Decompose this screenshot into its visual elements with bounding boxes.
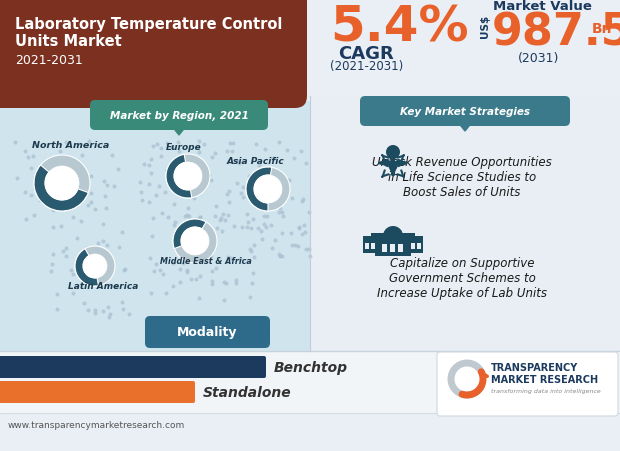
Bar bbox=[390, 244, 395, 253]
Bar bbox=[398, 244, 403, 253]
Text: Units Market: Units Market bbox=[15, 34, 122, 49]
Text: Modality: Modality bbox=[177, 326, 237, 339]
Bar bbox=[365, 244, 369, 249]
Bar bbox=[371, 244, 375, 249]
Wedge shape bbox=[173, 220, 206, 249]
Wedge shape bbox=[34, 156, 90, 212]
FancyBboxPatch shape bbox=[0, 381, 195, 403]
Text: Market by Region, 2021: Market by Region, 2021 bbox=[110, 111, 249, 121]
Wedge shape bbox=[75, 249, 99, 286]
Text: Asia Pacific: Asia Pacific bbox=[226, 156, 284, 166]
Wedge shape bbox=[166, 155, 210, 198]
Bar bbox=[310, 97, 620, 351]
Text: CAGR: CAGR bbox=[338, 45, 394, 63]
Text: Unlock Revenue Opportunities
in Life Science Studies to
Boost Sales of Units: Unlock Revenue Opportunities in Life Sci… bbox=[372, 156, 552, 198]
Bar bbox=[363, 236, 377, 253]
Text: www.transparencymarketresearch.com: www.transparencymarketresearch.com bbox=[8, 420, 185, 429]
Circle shape bbox=[45, 166, 79, 201]
Wedge shape bbox=[34, 166, 88, 212]
Text: North America: North America bbox=[32, 141, 109, 150]
Bar bbox=[375, 236, 411, 257]
Wedge shape bbox=[166, 155, 192, 198]
FancyBboxPatch shape bbox=[90, 101, 268, 131]
Polygon shape bbox=[171, 126, 187, 136]
Bar bbox=[382, 244, 387, 253]
FancyBboxPatch shape bbox=[360, 97, 570, 127]
Text: TRANSPARENCY: TRANSPARENCY bbox=[491, 362, 578, 372]
Text: Latin America: Latin America bbox=[68, 281, 138, 290]
Wedge shape bbox=[246, 168, 272, 212]
Polygon shape bbox=[457, 122, 473, 132]
Text: transforming data into intelligence: transforming data into intelligence bbox=[491, 389, 601, 394]
Circle shape bbox=[254, 175, 282, 203]
Text: 2021-2031: 2021-2031 bbox=[15, 54, 82, 67]
Bar bbox=[409, 236, 423, 253]
Text: (2021-2031): (2021-2031) bbox=[330, 60, 403, 73]
FancyBboxPatch shape bbox=[0, 0, 307, 109]
Text: Europe: Europe bbox=[166, 143, 202, 152]
Bar bbox=[0, 351, 620, 413]
Bar bbox=[417, 244, 421, 249]
Text: Benchtop: Benchtop bbox=[274, 360, 348, 374]
Text: Bn: Bn bbox=[592, 22, 613, 36]
Circle shape bbox=[83, 254, 107, 278]
Text: Standalone: Standalone bbox=[203, 385, 291, 399]
Polygon shape bbox=[393, 229, 401, 235]
Text: (2031): (2031) bbox=[518, 52, 559, 65]
Wedge shape bbox=[75, 246, 115, 286]
FancyBboxPatch shape bbox=[437, 352, 618, 416]
Circle shape bbox=[174, 163, 202, 191]
Text: 987.5: 987.5 bbox=[492, 12, 620, 55]
Text: Market Value: Market Value bbox=[493, 0, 592, 13]
Bar bbox=[411, 244, 415, 249]
Wedge shape bbox=[383, 226, 403, 236]
Text: Capitalize on Supportive
Government Schemes to
Increase Uptake of Lab Units: Capitalize on Supportive Government Sche… bbox=[377, 257, 547, 299]
Circle shape bbox=[181, 227, 209, 255]
Text: US$: US$ bbox=[480, 15, 490, 38]
FancyBboxPatch shape bbox=[145, 316, 270, 348]
FancyBboxPatch shape bbox=[0, 356, 266, 378]
Text: Middle East & Africa: Middle East & Africa bbox=[160, 257, 252, 265]
Circle shape bbox=[386, 146, 400, 160]
Wedge shape bbox=[173, 220, 217, 263]
Text: Key Market Strategies: Key Market Strategies bbox=[400, 107, 530, 117]
Text: Laboratory Temperature Control: Laboratory Temperature Control bbox=[15, 17, 282, 32]
Text: 5.4%: 5.4% bbox=[330, 4, 469, 52]
FancyBboxPatch shape bbox=[0, 102, 310, 351]
Bar bbox=[371, 234, 415, 236]
Wedge shape bbox=[246, 168, 290, 212]
Text: MARKET RESEARCH: MARKET RESEARCH bbox=[491, 374, 598, 384]
